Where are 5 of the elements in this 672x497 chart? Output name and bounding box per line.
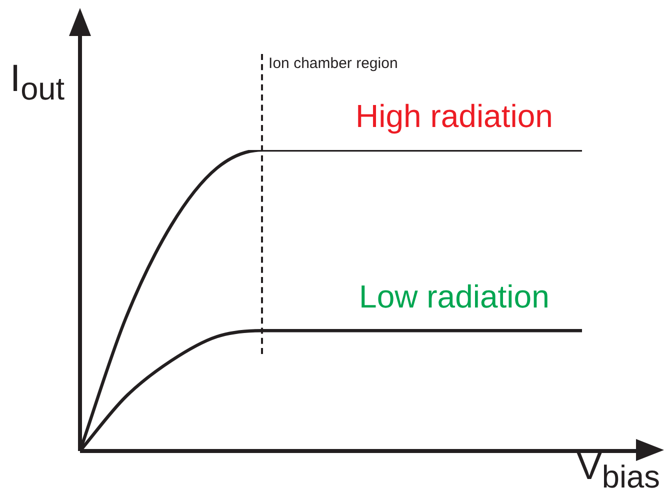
x-axis-title: V$_{bias}$ [576, 446, 660, 495]
series-label: High radiation [355, 98, 553, 134]
y-axis-title: I$_{out}$ [10, 58, 65, 107]
text: Ion chamber region [268, 55, 398, 72]
series-label: Low radiation [359, 278, 550, 314]
